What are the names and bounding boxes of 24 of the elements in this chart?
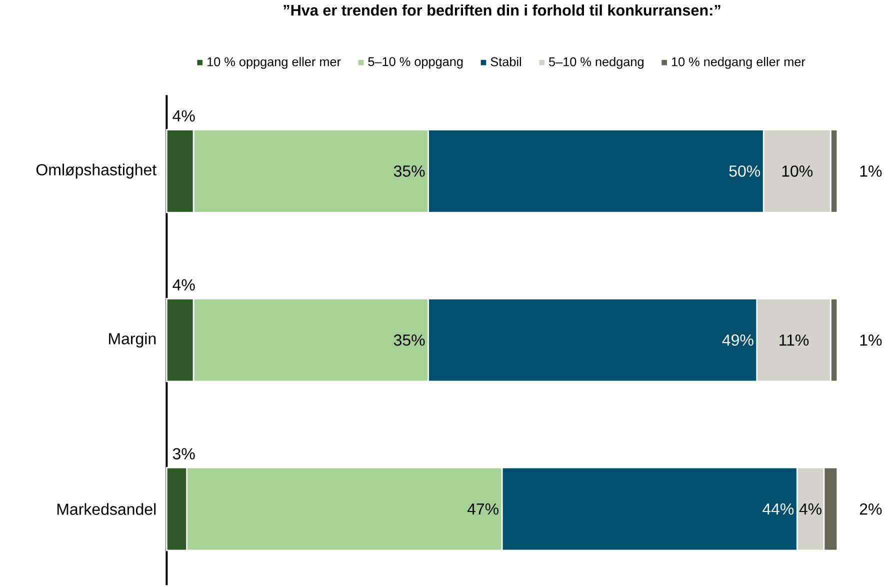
legend-label: 5–10 % oppgang	[368, 57, 463, 69]
legend-label: 10 % oppgang eller mer	[208, 56, 341, 69]
chart-title: ”Hva er trenden for bedriften din i forhold til konkurransen:”	[284, 4, 720, 16]
data-label: 10%	[782, 165, 813, 177]
data-label: 1%	[860, 334, 882, 346]
legend-label: 10 % nedgang eller mer	[672, 56, 806, 69]
y-tick-label: Margin	[109, 332, 156, 348]
data-label: 4%	[172, 110, 195, 122]
data-label: 44%	[762, 503, 794, 515]
y-tick-label: Markedsandel	[57, 503, 156, 515]
data-label: 49%	[722, 334, 754, 346]
legend-label: Stabil	[490, 56, 521, 66]
data-label: 3%	[172, 448, 195, 460]
data-label: 35%	[394, 334, 425, 346]
legend-label: 5–10 % nedgang	[549, 56, 644, 69]
data-label: 1%	[860, 165, 882, 177]
y-tick-label: Omløpshastighet	[36, 164, 156, 179]
data-label: 4%	[799, 503, 822, 515]
data-label: 11%	[780, 334, 809, 346]
data-label: 4%	[172, 279, 195, 290]
data-label: 2%	[860, 503, 882, 515]
data-label: 50%	[729, 165, 760, 177]
data-label: 47%	[467, 503, 498, 515]
data-label: 35%	[394, 165, 425, 177]
